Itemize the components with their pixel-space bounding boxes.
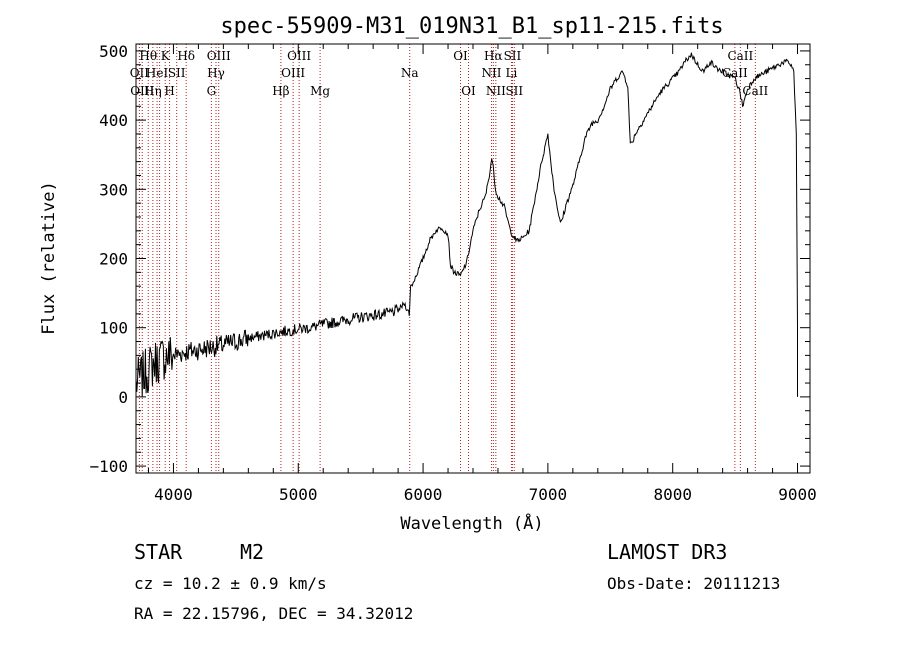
spectral-line-label: Hδ [177, 49, 195, 63]
spectral-line-label: CaII [722, 66, 748, 80]
spectral-line-label: CaII [742, 84, 768, 98]
x-axis-ticks: 4000 5000 6000 7000 8000 9000 [147, 44, 817, 504]
redshift-info: cz = 10.2 ± 0.9 km/s [134, 574, 327, 593]
x-tick-label: 8000 [653, 485, 692, 504]
x-tick-label: 6000 [404, 485, 443, 504]
spectral-line-label: Hγ [207, 66, 225, 80]
x-tick-label: 4000 [154, 485, 193, 504]
y-tick-label: 200 [99, 250, 128, 269]
obs-date: Obs-Date: 20111213 [607, 574, 780, 593]
spectral-line-label: OIII [287, 49, 311, 63]
spectral-line-markers [138, 44, 756, 473]
spectral-line-label: Hθ [139, 49, 157, 63]
spectral-line-label: G [207, 84, 217, 98]
x-tick-label: 9000 [778, 485, 817, 504]
spectral-line-labels: OIIOIIIHθHηHeIKHSIIHδGHγOIIIHβOIIIOIIIMg… [130, 49, 769, 98]
y-axis-label: Flux (relative) [39, 181, 59, 335]
y-axis-ticks: −100 0 100 200 300 400 500 [89, 42, 810, 476]
spectral-line-label: OI [461, 84, 476, 98]
spectral-line-label: Mg [310, 84, 330, 98]
x-axis-label: Wavelength (Å) [400, 512, 543, 534]
spectral-line-label: K [161, 49, 171, 63]
plot-frame [135, 43, 811, 474]
spectral-line-label: NII [486, 84, 506, 98]
spectral-line-label: SII [168, 66, 186, 80]
spectral-line-label: OIII [207, 49, 231, 63]
object-class: STAR [134, 540, 183, 564]
ra-dec-info: RA = 22.15796, DEC = 34.32012 [134, 604, 413, 623]
spectral-line-label: Hβ [272, 84, 289, 98]
spectral-line-label: HeI [146, 66, 169, 80]
spectral-line-label: Hη [144, 84, 162, 98]
spectral-line-label: H [164, 84, 174, 98]
spectral-line-label: CaII [727, 49, 753, 63]
spectrum-line [135, 52, 798, 397]
spectral-line-label: NII [481, 66, 501, 80]
y-tick-label: 0 [118, 388, 128, 407]
spectral-line-label: Li [506, 66, 518, 80]
survey-name: LAMOST DR3 [607, 540, 727, 564]
spectral-line-label: Hα [484, 49, 503, 63]
spectral-line-label: Na [401, 66, 419, 80]
spectral-line-label: OII [130, 66, 150, 80]
spectral-line-label: SII [505, 84, 523, 98]
y-tick-label: 100 [99, 319, 128, 338]
y-tick-label: 400 [99, 111, 128, 130]
spectral-line-label: OIII [281, 66, 305, 80]
object-subclass: M2 [240, 540, 264, 564]
y-tick-label: 300 [99, 180, 128, 199]
y-tick-label: 500 [99, 42, 128, 61]
chart-title: spec-55909-M31_019N31_B1_sp11-215.fits [220, 14, 723, 39]
spectral-line-label: OI [453, 49, 468, 63]
y-tick-label: −100 [89, 457, 128, 476]
spectral-line-label: SII [504, 49, 522, 63]
x-tick-label: 5000 [279, 485, 318, 504]
x-tick-label: 7000 [529, 485, 568, 504]
